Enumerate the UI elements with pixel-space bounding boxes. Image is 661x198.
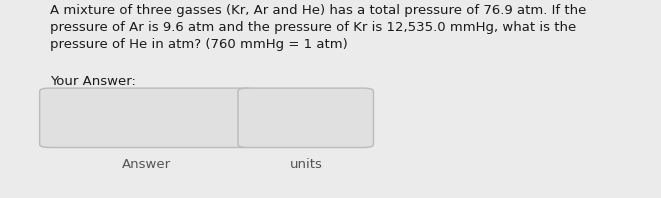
Text: Your Answer:: Your Answer: — [50, 75, 136, 88]
Text: units: units — [290, 158, 323, 171]
Text: A mixture of three gasses (Kr, Ar and He) has a total pressure of 76.9 atm. If t: A mixture of three gasses (Kr, Ar and He… — [50, 4, 586, 51]
FancyBboxPatch shape — [40, 88, 254, 148]
Text: Answer: Answer — [122, 158, 171, 171]
FancyBboxPatch shape — [238, 88, 373, 148]
